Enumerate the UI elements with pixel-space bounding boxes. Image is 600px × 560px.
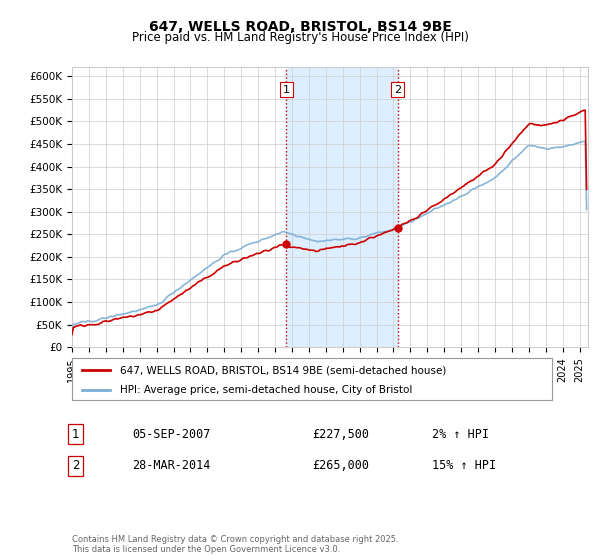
- Text: 15% ↑ HPI: 15% ↑ HPI: [432, 459, 496, 473]
- Text: HPI: Average price, semi-detached house, City of Bristol: HPI: Average price, semi-detached house,…: [120, 385, 412, 395]
- Text: 05-SEP-2007: 05-SEP-2007: [132, 427, 211, 441]
- Text: 1: 1: [283, 85, 290, 95]
- Text: £265,000: £265,000: [312, 459, 369, 473]
- Text: 28-MAR-2014: 28-MAR-2014: [132, 459, 211, 473]
- Text: Contains HM Land Registry data © Crown copyright and database right 2025.
This d: Contains HM Land Registry data © Crown c…: [72, 535, 398, 554]
- Text: 647, WELLS ROAD, BRISTOL, BS14 9BE: 647, WELLS ROAD, BRISTOL, BS14 9BE: [149, 20, 451, 34]
- Text: 647, WELLS ROAD, BRISTOL, BS14 9BE (semi-detached house): 647, WELLS ROAD, BRISTOL, BS14 9BE (semi…: [120, 365, 446, 375]
- Text: 2: 2: [394, 85, 401, 95]
- Bar: [286, 67, 398, 347]
- Text: 2: 2: [72, 459, 79, 473]
- Text: 2% ↑ HPI: 2% ↑ HPI: [432, 427, 489, 441]
- Text: Price paid vs. HM Land Registry's House Price Index (HPI): Price paid vs. HM Land Registry's House …: [131, 31, 469, 44]
- Text: £227,500: £227,500: [312, 427, 369, 441]
- Text: 1: 1: [72, 427, 79, 441]
